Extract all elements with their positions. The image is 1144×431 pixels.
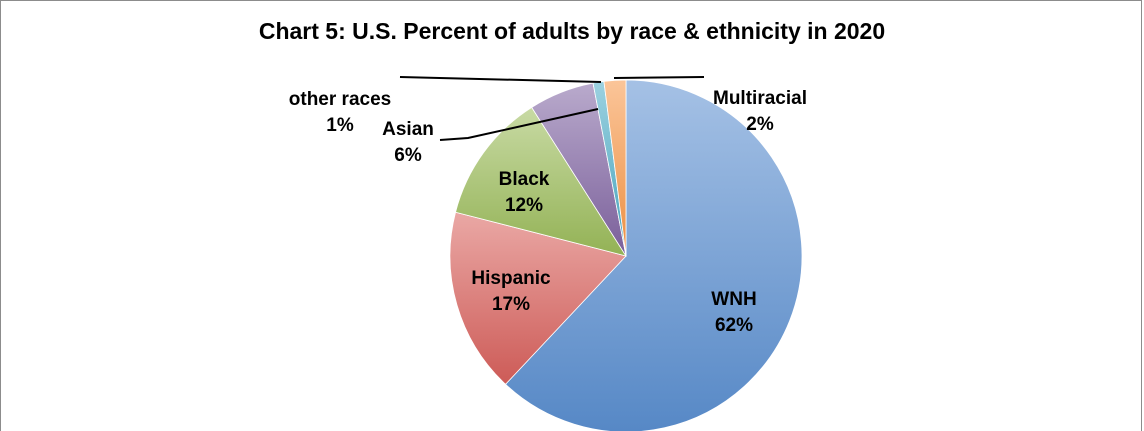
data-label-asian: Asian 6% bbox=[382, 119, 434, 166]
leader-line-multiracial bbox=[613, 76, 705, 79]
chart-title: Chart 5: U.S. Percent of adults by race … bbox=[258, 18, 886, 44]
leader-line-asian bbox=[439, 108, 599, 141]
pie-slice-wnh bbox=[504, 79, 803, 431]
data-label-hispanic: Hispanic 17% bbox=[471, 268, 551, 315]
data-label-other-races: other races 1% bbox=[289, 89, 391, 136]
data-label-wnh: WNH 62% bbox=[711, 289, 756, 336]
pie-slice-multiracial bbox=[603, 79, 627, 257]
data-label-multiracial: Multiracial 2% bbox=[713, 88, 807, 135]
data-label-black: Black 12% bbox=[499, 169, 550, 216]
pie-slice-black bbox=[455, 106, 627, 257]
leader-line-other-races bbox=[399, 76, 602, 83]
pie-slice-hispanic bbox=[449, 211, 627, 385]
